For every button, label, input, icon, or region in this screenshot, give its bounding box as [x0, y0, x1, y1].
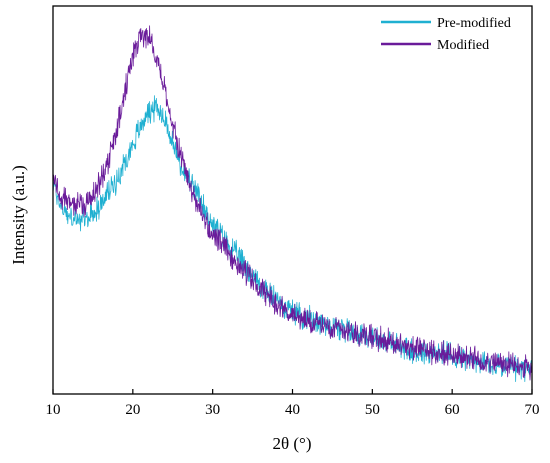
x-tick-label: 60: [445, 402, 460, 418]
x-tick-label: 50: [365, 402, 380, 418]
series-line-modified: [52, 25, 533, 381]
y-axis-title: Intensity (a.u.): [9, 165, 28, 265]
x-tick-label: 20: [125, 402, 140, 418]
legend: Pre-modified Modified: [381, 16, 511, 53]
x-tick-label: 40: [285, 402, 300, 418]
x-axis-title: 2θ (°): [272, 434, 311, 453]
x-tick-label: 10: [46, 402, 61, 418]
plot-frame: [52, 5, 533, 395]
series-line-pre-modified: [52, 95, 533, 382]
legend-label: Pre-modified: [437, 16, 511, 31]
x-tick-label: 70: [525, 402, 540, 418]
x-tick-label: 30: [205, 402, 220, 418]
x-axis: 10 20 30 40 50 60 70: [46, 389, 540, 418]
legend-label: Modified: [437, 38, 489, 53]
series-layer: [52, 25, 533, 382]
